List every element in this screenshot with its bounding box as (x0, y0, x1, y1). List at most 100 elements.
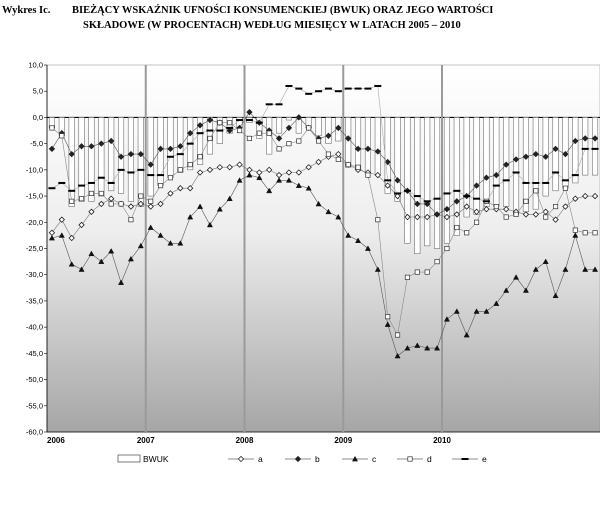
series-a-point (226, 164, 233, 171)
series-d-point (187, 162, 193, 168)
series-b-point (157, 145, 164, 153)
series-d-point (543, 214, 549, 220)
series-a-point (236, 161, 243, 168)
series-b-point (532, 150, 539, 158)
series-c-point (532, 266, 539, 272)
series-d-point (49, 125, 55, 131)
series-a-point (572, 195, 579, 202)
series-d-point (444, 245, 450, 252)
series-c-point (572, 232, 579, 238)
bwuk-bar (414, 117, 421, 254)
series-a-point (285, 169, 293, 176)
bwuk-bar (355, 117, 362, 171)
series-d-point (355, 164, 361, 170)
series-d-point (138, 193, 144, 199)
series-b-point (275, 135, 283, 142)
series-a-point (503, 206, 510, 213)
series-c-point (355, 237, 362, 243)
series-c-point (216, 206, 223, 212)
series-d-point (227, 120, 233, 126)
y-tick-label: 5,0 (33, 87, 43, 96)
bwuk-bar (384, 117, 391, 194)
series-c-point (236, 177, 243, 183)
series-d-point (266, 130, 272, 136)
series-c-point (394, 352, 401, 359)
series-b-point (542, 153, 549, 160)
bwuk-bar (592, 117, 599, 176)
series-a-point (483, 206, 490, 213)
series-a-point (177, 185, 184, 192)
series-b-point (147, 161, 154, 168)
series-a-point (443, 213, 451, 221)
series-d-point (503, 214, 509, 220)
series-d-point (434, 259, 440, 265)
series-b-point (246, 109, 253, 116)
series-d-point (513, 211, 519, 217)
series-d-point (148, 198, 154, 204)
series-b-point (591, 135, 599, 142)
series-b-point (177, 143, 184, 150)
bwuk-bar (266, 117, 273, 155)
series-a-point (374, 171, 381, 179)
series-b-point (443, 206, 451, 213)
year-label: 2008 (236, 436, 254, 445)
series-c-point (187, 213, 194, 220)
series-c-point (562, 266, 569, 272)
bwuk-bar (522, 117, 529, 213)
series-b-point (453, 198, 460, 205)
series-c-point (58, 232, 65, 238)
series-d-point (414, 269, 420, 275)
series-c-point (414, 342, 421, 348)
series-c-point (167, 240, 174, 246)
y-tick-label: -35,0 (26, 296, 43, 305)
series-a-point (582, 192, 589, 200)
series-a-point (98, 200, 105, 208)
series-d-point (217, 120, 223, 126)
bwuk-bar (424, 117, 431, 247)
series-b-point (374, 148, 381, 155)
y-tick-label: -30,0 (26, 270, 43, 279)
series-b-point (424, 200, 431, 208)
y-tick-label: -45,0 (26, 349, 43, 358)
series-c-point (48, 234, 55, 241)
series-b-line (51, 111, 596, 215)
series-d-point (474, 219, 480, 225)
series-d-point (424, 269, 430, 275)
bwuk-bar (374, 117, 381, 176)
series-b-point (364, 145, 372, 153)
series-b-point (117, 153, 125, 160)
series-b-point (582, 135, 589, 142)
series-c-point (443, 316, 450, 322)
series-d-point (167, 175, 173, 181)
bwuk-bar (147, 117, 154, 197)
series-a-point (404, 213, 411, 221)
title-line-1: BIEŻĄCY WSKAŹNIK UFNOŚCI KONSUMENCKIEJ (… (72, 5, 494, 16)
series-d-point (276, 146, 282, 152)
series-b-point (78, 143, 85, 150)
bwuk-bar (483, 117, 490, 207)
series-b-point (473, 182, 480, 189)
series-b-point (414, 200, 421, 208)
series-d-point (59, 133, 65, 139)
series-c-point (246, 171, 253, 178)
y-tick-label: -20,0 (26, 218, 43, 227)
series-c-point (68, 261, 75, 267)
series-d-point (582, 230, 588, 236)
series-a-point (137, 200, 144, 208)
bwuk-bar (552, 117, 559, 192)
series-a-point (266, 166, 273, 174)
series-b-point (325, 132, 332, 139)
y-tick-label: -60,0 (26, 428, 43, 437)
bwuk-bar (325, 117, 332, 144)
series-c-point (285, 177, 292, 183)
series-a-point (453, 211, 460, 218)
series-d-point (592, 230, 598, 236)
series-c-point (147, 224, 154, 230)
series-c-point (463, 331, 470, 338)
series-c-point (513, 274, 520, 280)
series-c-point (137, 242, 144, 249)
series-d-point (395, 332, 401, 338)
series-d-point (237, 127, 243, 134)
series-b-point (335, 124, 342, 132)
series-d-point (335, 156, 341, 162)
